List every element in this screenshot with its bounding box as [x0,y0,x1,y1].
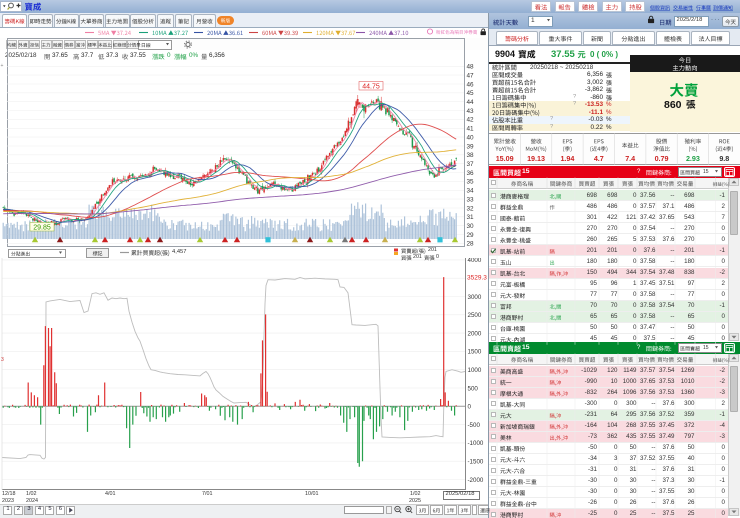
svg-text:44.75: 44.75 [362,83,380,90]
svg-text:29.85: 29.85 [33,224,51,231]
svg-text:32: 32 [467,205,475,212]
svg-text:500: 500 [468,385,479,392]
svg-text:1500: 1500 [468,349,482,356]
svg-text:46: 46 [467,81,475,88]
svg-text:47: 47 [467,72,475,79]
svg-text:48: 48 [467,64,475,71]
svg-text:43: 43 [467,108,475,115]
svg-text:30: 30 [467,223,475,230]
svg-text:45: 45 [467,90,475,97]
svg-text:41: 41 [467,126,475,133]
svg-text:35: 35 [467,179,475,186]
svg-text:29: 29 [467,232,475,239]
svg-text:0: 0 [468,404,472,411]
svg-text:-1000: -1000 [468,440,484,447]
svg-text:34: 34 [467,188,475,195]
svg-text:2000: 2000 [468,330,482,337]
svg-text:40: 40 [467,134,475,141]
svg-text:28: 28 [467,241,475,247]
svg-text:3000: 3000 [468,294,482,301]
svg-text:-500: -500 [468,422,481,429]
svg-text:2500: 2500 [468,312,482,319]
svg-text:44: 44 [467,99,475,106]
svg-text:-1500: -1500 [468,459,484,466]
svg-text:42: 42 [467,117,475,124]
svg-text:1000: 1000 [468,367,482,374]
svg-text:4000: 4000 [468,258,482,264]
svg-text:38: 38 [467,152,475,159]
svg-text:39: 39 [467,143,475,150]
svg-text:3529.3: 3529.3 [467,275,487,282]
svg-text:37: 37 [467,161,475,168]
svg-text:36: 36 [467,170,475,177]
svg-text:-2000: -2000 [468,477,484,484]
svg-text:33: 33 [467,196,475,203]
svg-text:31: 31 [467,214,475,221]
